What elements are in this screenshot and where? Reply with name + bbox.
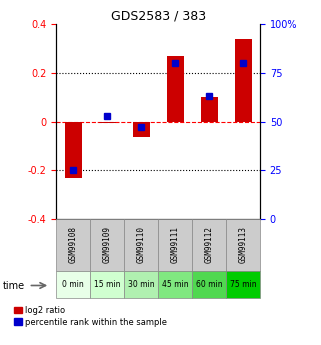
Text: GSM99110: GSM99110 [137,226,146,264]
Bar [201,97,218,122]
Text: 15 min: 15 min [94,280,120,289]
Bar [167,56,184,122]
Bar [124,271,158,298]
Bar [56,219,90,271]
Text: GSM99111: GSM99111 [170,226,179,264]
Bar [158,271,192,298]
Title: GDS2583 / 383: GDS2583 / 383 [110,10,206,23]
Bar [235,39,252,122]
Bar [90,219,124,271]
Text: 30 min: 30 min [128,280,154,289]
Text: GSM99109: GSM99109 [103,226,112,264]
Text: GSM99113: GSM99113 [239,226,247,264]
Text: 75 min: 75 min [230,280,256,289]
Bar [158,219,192,271]
Bar [192,271,226,298]
Bar [65,122,82,178]
Text: 0 min: 0 min [62,280,84,289]
Text: 45 min: 45 min [162,280,188,289]
Text: GSM99108: GSM99108 [69,226,78,264]
Bar [90,271,124,298]
Bar [99,122,116,123]
Bar [56,271,90,298]
Bar [133,122,150,137]
Bar [226,271,260,298]
Text: 60 min: 60 min [196,280,222,289]
Bar [192,219,226,271]
Bar [226,219,260,271]
Text: GSM99112: GSM99112 [204,226,213,264]
Bar [124,219,158,271]
Legend: log2 ratio, percentile rank within the sample: log2 ratio, percentile rank within the s… [14,306,168,326]
Text: time: time [3,281,25,290]
